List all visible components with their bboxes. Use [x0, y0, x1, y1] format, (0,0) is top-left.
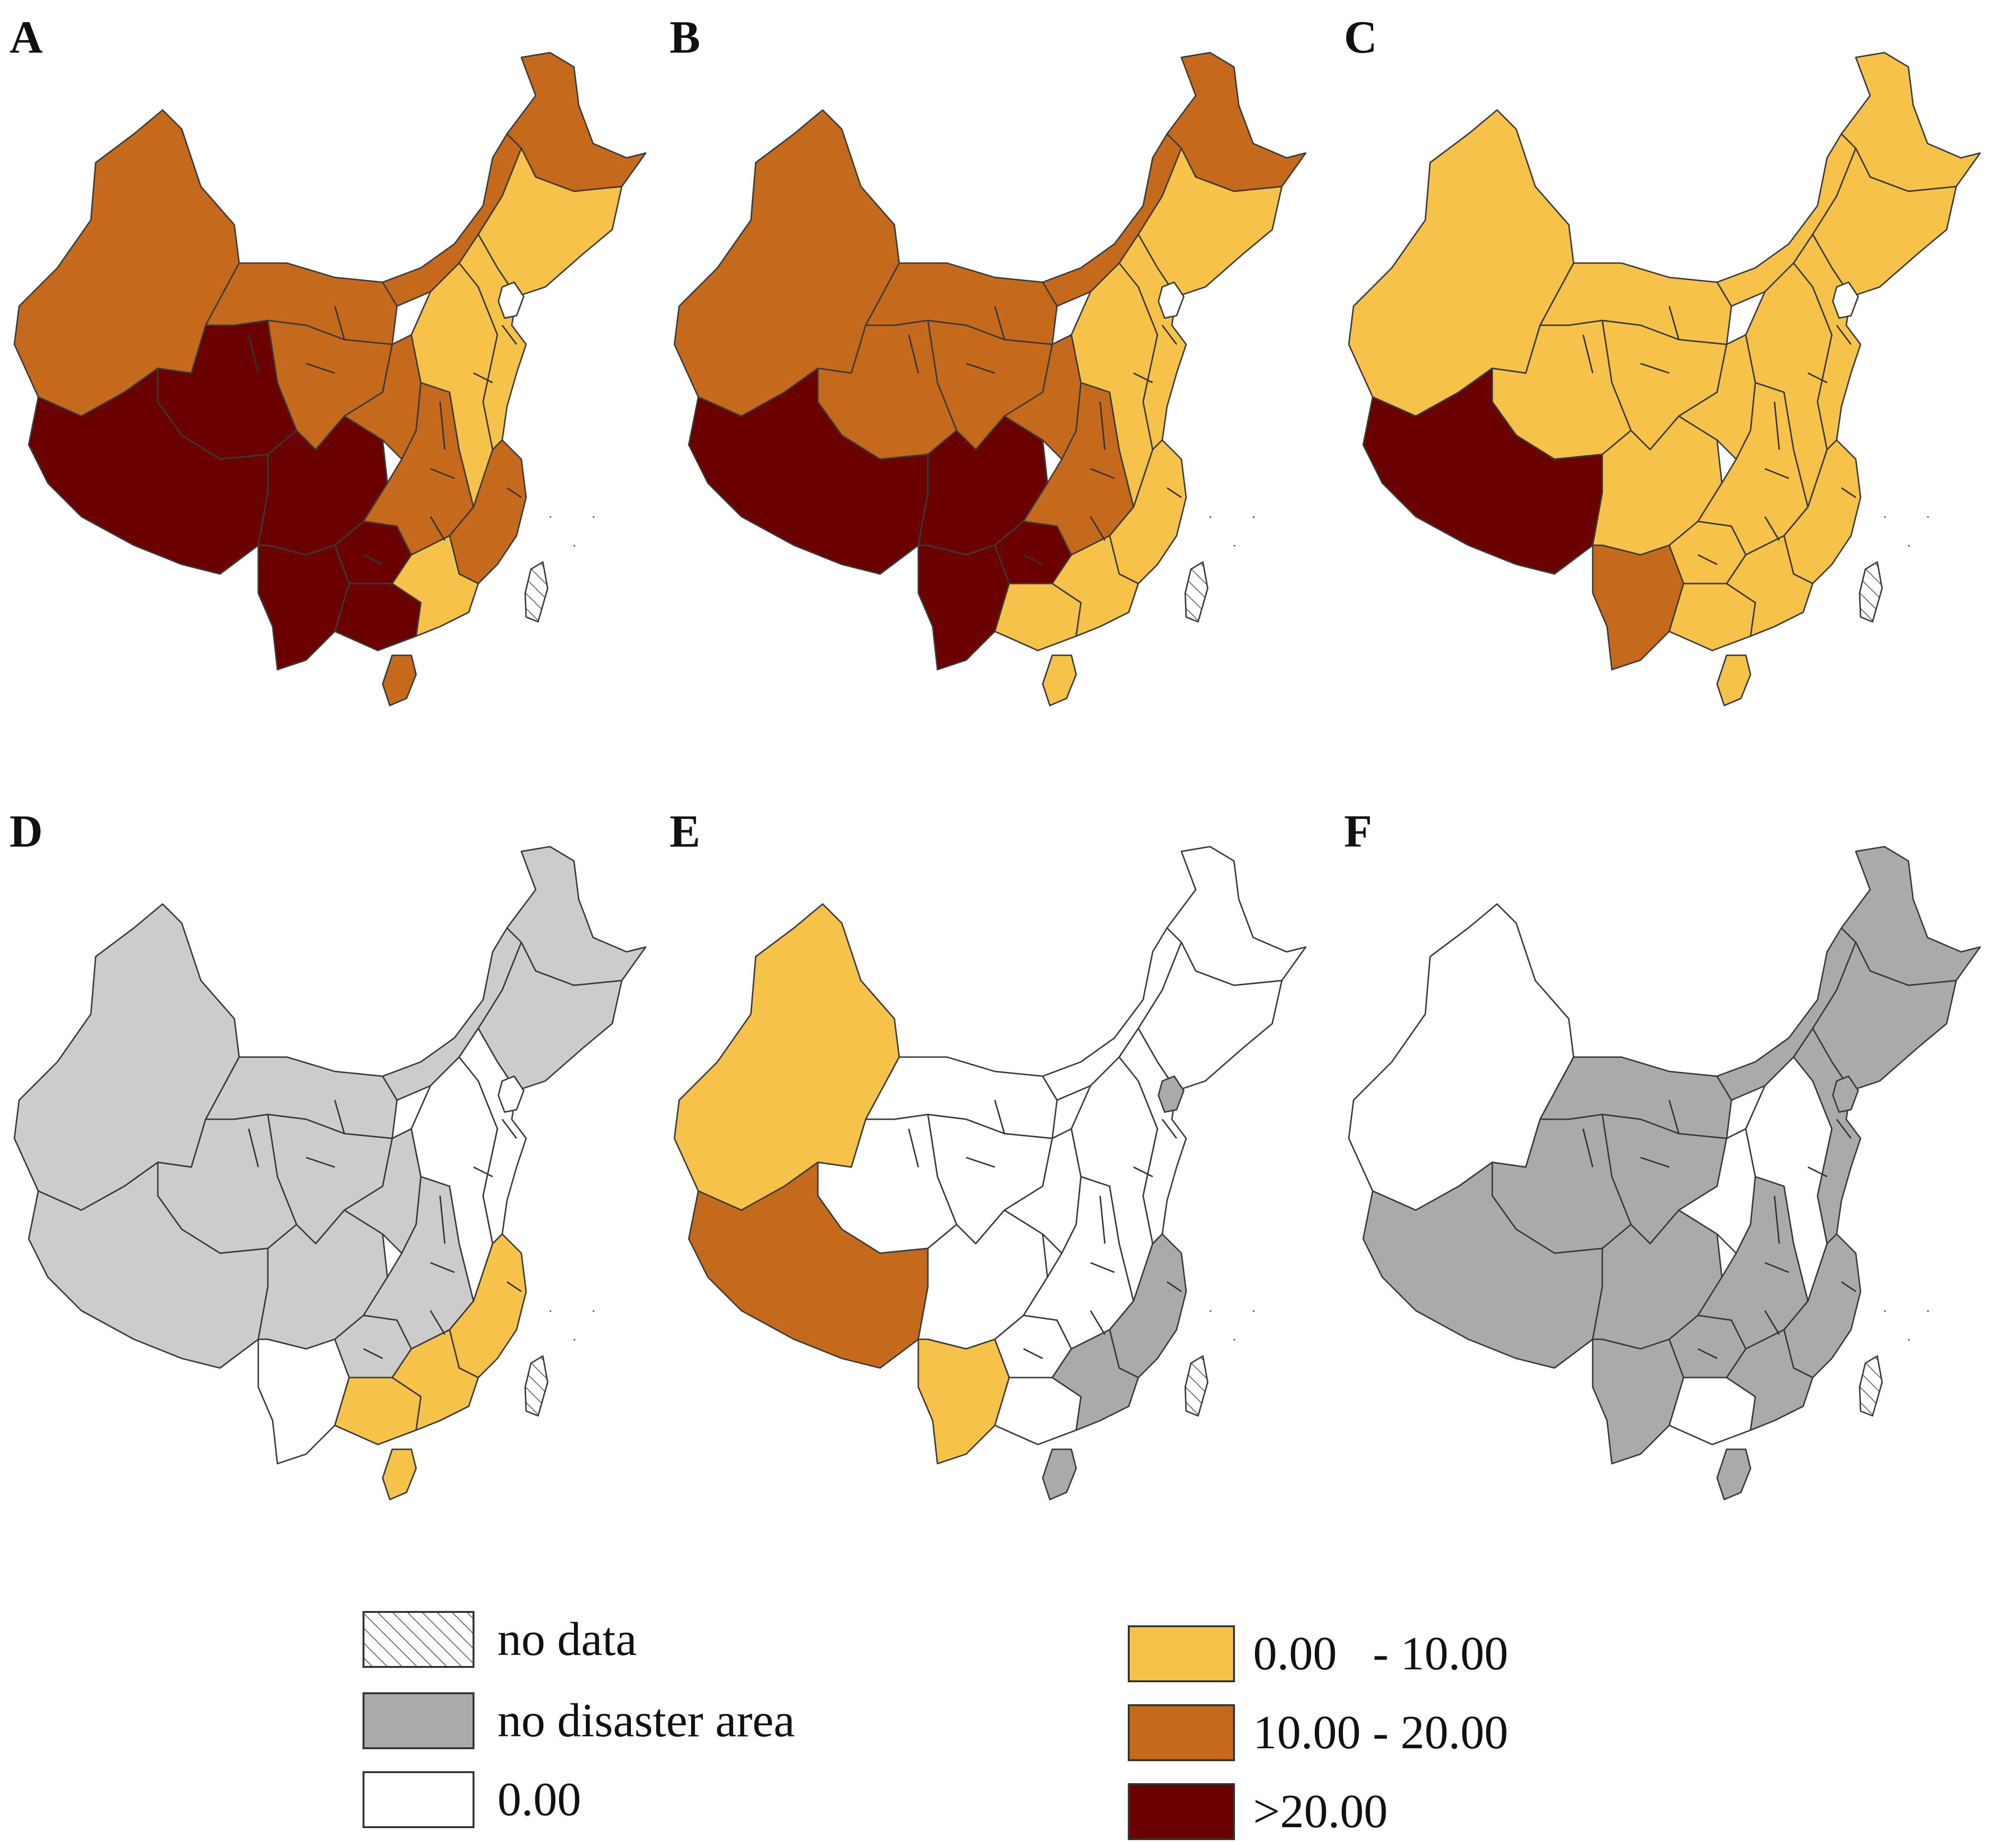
map-shapes-panel-e — [673, 846, 1307, 1500]
panel-d: D — [10, 805, 647, 1500]
island-dots — [1884, 516, 1929, 547]
region-beijing — [1157, 1075, 1185, 1113]
map-shapes-panel-c — [1348, 52, 1981, 706]
region-hainan — [1716, 654, 1752, 706]
map-f — [1348, 846, 1981, 1500]
legend-label-zero: 0.00 — [497, 1773, 581, 1826]
region-beijing — [1157, 281, 1185, 319]
island-dots — [549, 1310, 595, 1341]
region-coast-south — [1783, 1233, 1862, 1379]
island-dots — [549, 516, 595, 547]
region-guangdong — [1051, 535, 1139, 637]
region-taiwan — [1184, 1355, 1209, 1417]
map-shapes-panel-b — [673, 52, 1307, 706]
legend: no data no disaster area 0.00 0.00 - 10.… — [363, 1611, 1508, 1840]
legend-swatch-mid — [1128, 1704, 1235, 1761]
region-yunnan — [917, 1338, 1010, 1465]
map-shapes-panel-f — [1348, 846, 1981, 1500]
region-coast-south — [449, 1233, 527, 1379]
region-coast-south — [1109, 1233, 1187, 1379]
internal-borders — [908, 306, 1182, 565]
region-northeast — [1812, 941, 1957, 1092]
panel-label-d: D — [10, 805, 43, 857]
region-yunnan — [257, 544, 350, 671]
region-taiwan — [524, 561, 549, 623]
legend-label-high: >20.00 — [1253, 1785, 1388, 1838]
region-hainan — [382, 1448, 417, 1500]
map-a — [13, 52, 647, 706]
region-taiwan — [1184, 561, 1209, 623]
region-hainan — [1716, 1448, 1752, 1500]
legend-label-low: 0.00 - 10.00 — [1253, 1627, 1508, 1680]
region-beijing — [1832, 281, 1859, 319]
legend-swatch-high — [1128, 1783, 1235, 1840]
legend-label-mid: 10.00 - 20.00 — [1253, 1706, 1508, 1759]
region-yunnan — [1592, 1338, 1685, 1465]
region-coast-south — [1783, 439, 1862, 585]
legend-swatch-no-data — [363, 1611, 474, 1668]
island-dots — [1209, 516, 1255, 547]
legend-swatch-no-disaster — [363, 1692, 474, 1749]
region-yunnan — [1592, 544, 1685, 671]
panel-a: A — [10, 11, 647, 706]
panel-label-e: E — [670, 805, 700, 857]
map-b — [673, 52, 1307, 706]
panel-label-c: C — [1344, 11, 1377, 63]
internal-borders — [248, 1100, 522, 1359]
region-northeast — [1137, 941, 1283, 1092]
internal-borders — [908, 1100, 1182, 1359]
region-guangdong — [1726, 535, 1814, 637]
internal-borders — [248, 306, 522, 565]
region-hainan — [382, 654, 417, 706]
map-shapes-panel-d — [13, 846, 647, 1500]
region-northeast — [1137, 147, 1283, 298]
panel-label-a: A — [10, 11, 43, 63]
island-dots — [1884, 1310, 1929, 1341]
internal-borders — [1582, 1100, 1856, 1359]
region-coast-south — [1109, 439, 1187, 585]
region-guangdong — [391, 535, 479, 637]
region-taiwan — [1859, 1355, 1883, 1417]
map-shapes-panel-a — [13, 52, 647, 706]
region-hainan — [1042, 1448, 1077, 1500]
region-beijing — [497, 281, 525, 319]
map-d — [13, 846, 647, 1500]
region-northeast — [1812, 147, 1957, 298]
region-guangdong — [391, 1329, 479, 1431]
panel-label-f: F — [1344, 805, 1372, 857]
internal-borders — [1582, 306, 1856, 565]
region-northeast — [477, 941, 623, 1092]
region-guangdong — [1726, 1329, 1814, 1431]
region-northeast — [477, 147, 623, 298]
map-e — [673, 846, 1307, 1500]
legend-right: 0.00 - 10.00 10.00 - 20.00 >20.00 — [1128, 1625, 1508, 1840]
panel-e: E — [670, 805, 1307, 1500]
panel-c: C — [1344, 11, 1981, 706]
panel-label-b: B — [670, 11, 700, 63]
region-yunnan — [917, 544, 1010, 671]
region-yunnan — [257, 1338, 350, 1465]
map-c — [1348, 52, 1981, 706]
region-taiwan — [524, 1355, 549, 1417]
legend-left: no data no disaster area 0.00 — [363, 1611, 795, 1828]
panel-f: F — [1344, 805, 1981, 1500]
region-guangdong — [1051, 1329, 1139, 1431]
region-beijing — [1832, 1075, 1859, 1113]
legend-label-no-disaster: no disaster area — [497, 1694, 795, 1747]
legend-label-no-data: no data — [497, 1612, 637, 1666]
island-dots — [1209, 1310, 1255, 1341]
legend-swatch-low — [1128, 1625, 1235, 1682]
region-coast-south — [449, 439, 527, 585]
region-taiwan — [1859, 561, 1883, 623]
region-beijing — [497, 1075, 525, 1113]
legend-swatch-zero — [363, 1771, 474, 1828]
panel-b: B — [670, 11, 1307, 706]
region-hainan — [1042, 654, 1077, 706]
